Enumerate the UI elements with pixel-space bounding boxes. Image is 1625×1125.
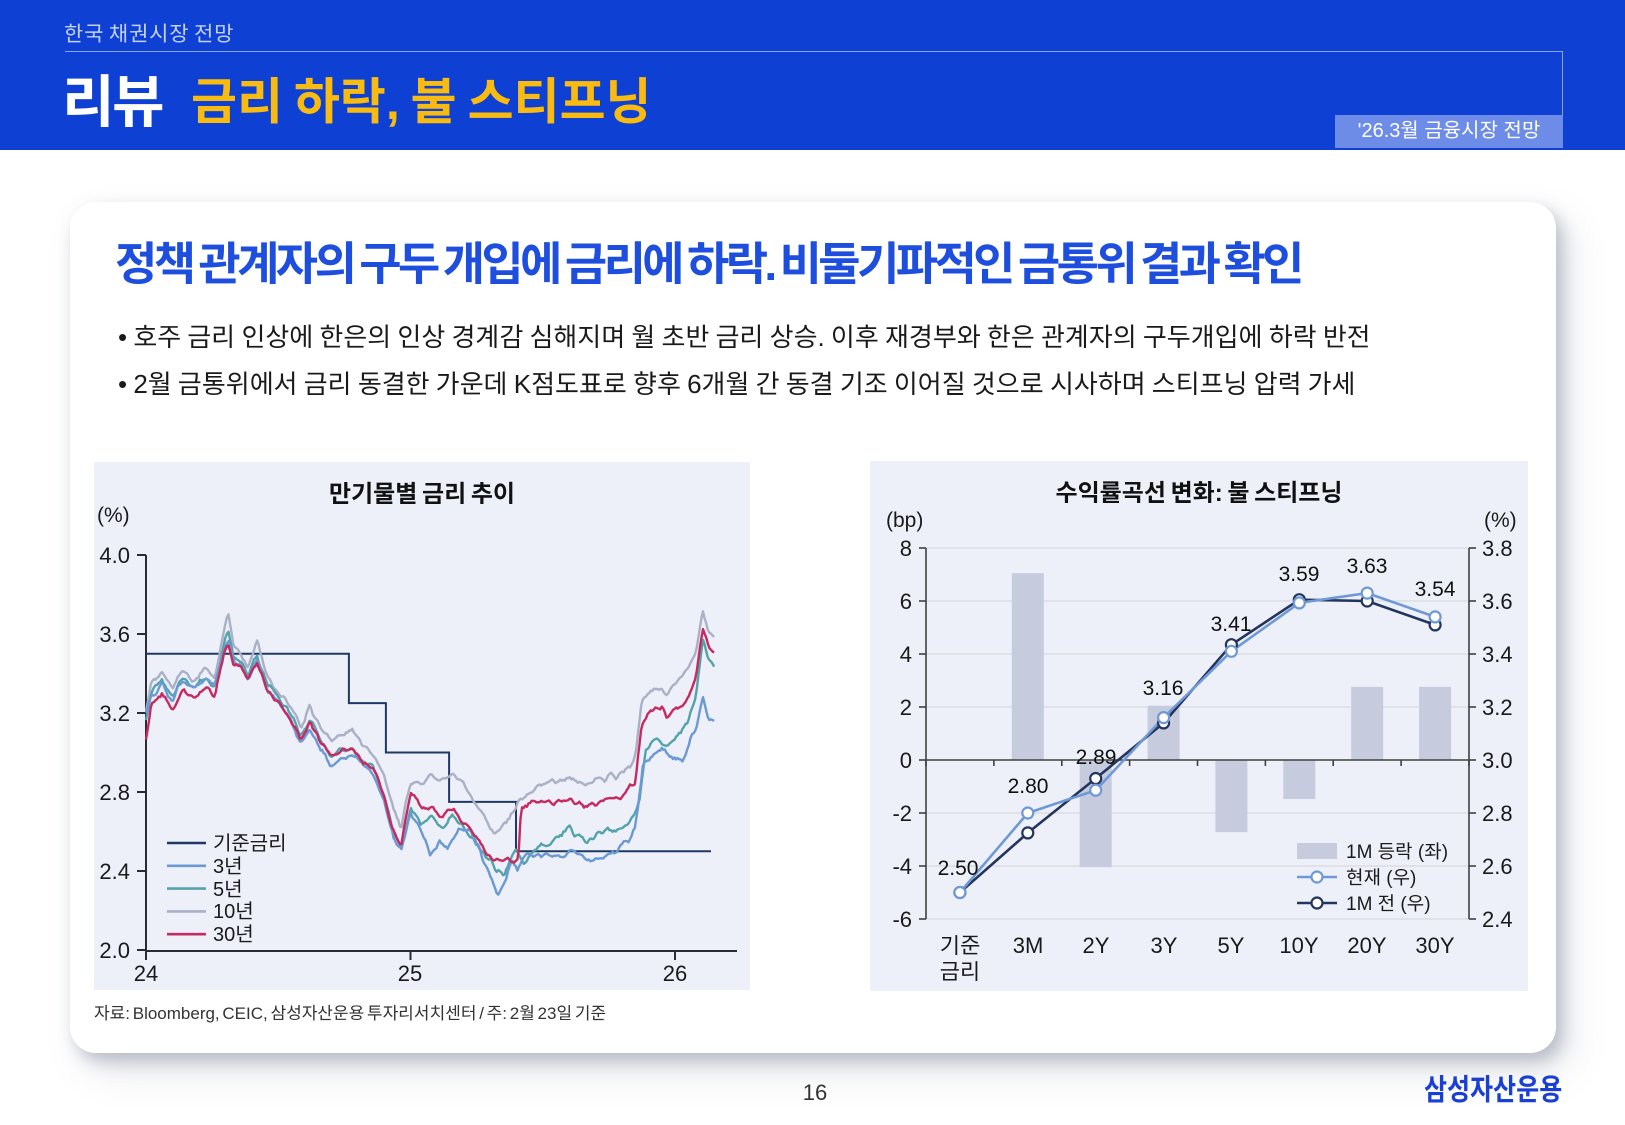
- svg-text:만기물별 금리 추이: 만기물별 금리 추이: [329, 481, 515, 508]
- svg-text:2.50: 2.50: [938, 857, 979, 880]
- svg-text:3M: 3M: [1013, 933, 1044, 958]
- svg-text:2: 2: [900, 695, 912, 720]
- svg-text:현재 (우): 현재 (우): [1346, 868, 1416, 889]
- svg-text:2.8: 2.8: [99, 780, 130, 805]
- svg-text:(bp): (bp): [886, 509, 923, 532]
- svg-text:2.80: 2.80: [1008, 775, 1049, 798]
- svg-text:24: 24: [134, 961, 158, 986]
- svg-text:2.4: 2.4: [99, 859, 130, 884]
- svg-text:0: 0: [900, 748, 912, 773]
- svg-text:8: 8: [900, 536, 912, 561]
- svg-text:금리: 금리: [940, 959, 980, 984]
- svg-text:3.41: 3.41: [1211, 613, 1252, 636]
- svg-text:3.54: 3.54: [1415, 578, 1456, 601]
- svg-text:(%): (%): [1484, 509, 1517, 532]
- svg-text:3.6: 3.6: [1482, 589, 1513, 614]
- svg-text:3.2: 3.2: [1482, 695, 1513, 720]
- svg-text:3.4: 3.4: [1482, 642, 1513, 667]
- svg-text:(%): (%): [97, 504, 130, 527]
- svg-text:3.0: 3.0: [1482, 748, 1513, 773]
- svg-text:3.2: 3.2: [99, 701, 130, 726]
- svg-text:3.59: 3.59: [1279, 563, 1320, 586]
- svg-text:2.6: 2.6: [1482, 854, 1513, 879]
- svg-text:3.63: 3.63: [1347, 555, 1388, 578]
- svg-text:3Y: 3Y: [1151, 933, 1178, 958]
- svg-text:-2: -2: [892, 801, 912, 826]
- svg-text:5년: 5년: [213, 879, 243, 901]
- svg-text:3.16: 3.16: [1143, 677, 1184, 700]
- svg-text:기준: 기준: [940, 933, 980, 958]
- svg-text:2.8: 2.8: [1482, 801, 1513, 826]
- svg-text:-4: -4: [892, 854, 912, 879]
- svg-text:30Y: 30Y: [1415, 933, 1454, 958]
- svg-text:-6: -6: [892, 907, 912, 932]
- svg-text:4.0: 4.0: [99, 543, 130, 568]
- svg-text:30년: 30년: [213, 924, 254, 946]
- svg-text:3.6: 3.6: [99, 622, 130, 647]
- svg-text:20Y: 20Y: [1347, 933, 1386, 958]
- svg-text:2.4: 2.4: [1482, 907, 1513, 932]
- svg-text:10Y: 10Y: [1279, 933, 1318, 958]
- svg-text:6: 6: [900, 589, 912, 614]
- svg-text:1M 전 (우): 1M 전 (우): [1346, 894, 1431, 915]
- svg-text:수익률곡선 변화: 불 스티프닝: 수익률곡선 변화: 불 스티프닝: [1056, 480, 1343, 507]
- svg-text:2.89: 2.89: [1076, 746, 1117, 769]
- svg-text:10년: 10년: [213, 901, 254, 923]
- svg-text:2.0: 2.0: [99, 938, 130, 963]
- svg-text:3.8: 3.8: [1482, 536, 1513, 561]
- svg-text:1M 등락 (좌): 1M 등락 (좌): [1346, 842, 1448, 863]
- svg-text:4: 4: [900, 642, 912, 667]
- svg-text:기준금리: 기준금리: [213, 833, 287, 855]
- svg-text:25: 25: [398, 961, 422, 986]
- svg-text:26: 26: [663, 961, 687, 986]
- svg-text:5Y: 5Y: [1218, 933, 1245, 958]
- svg-text:3년: 3년: [213, 856, 243, 878]
- svg-text:2Y: 2Y: [1083, 933, 1110, 958]
